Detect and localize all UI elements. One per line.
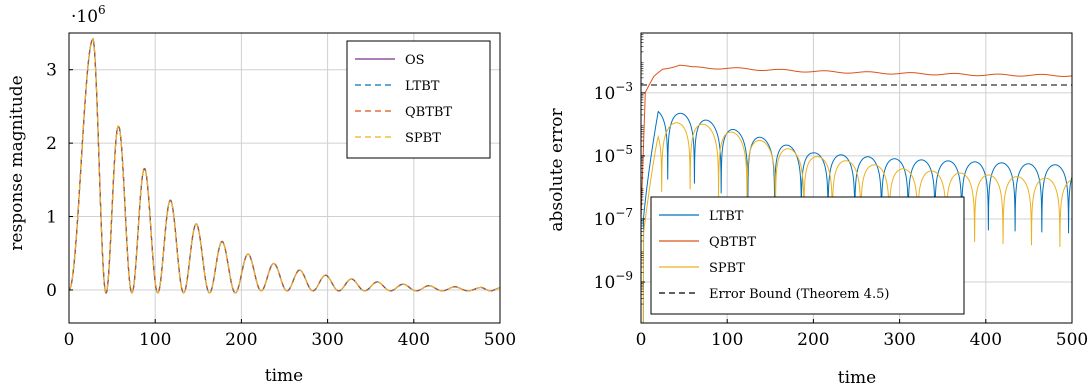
- right-legend-label: LTBT: [709, 209, 744, 224]
- right-x-tick-label: 100: [711, 330, 743, 350]
- right-series-ltbt: [642, 110, 1072, 323]
- left-x-tick-label: 100: [139, 330, 171, 350]
- right-y-tick-label: 10−7: [594, 206, 633, 230]
- left-xlabel: time: [265, 366, 303, 386]
- right-legend: LTBT QBTBT SPBT Error Bound (Theorem 4.5): [650, 196, 965, 315]
- right-legend-label: SPBT: [709, 261, 745, 276]
- right-ylabel: absolute error: [547, 107, 567, 231]
- right-legend-label: QBTBT: [709, 235, 756, 250]
- left-ylabel: response magnitude: [7, 75, 27, 250]
- left-series: [68, 38, 501, 294]
- left-legend-label: QBTBT: [405, 105, 452, 120]
- left-x-tick-label: 400: [398, 330, 430, 350]
- left-legend-label: LTBT: [405, 79, 440, 94]
- left-x-tick-label: 300: [311, 330, 343, 350]
- left-x-tick-label: 200: [225, 330, 257, 350]
- left-legend-label: SPBT: [405, 131, 441, 146]
- left-y-tick-label: 3: [46, 61, 57, 81]
- right-x-tick-label: 300: [883, 330, 915, 350]
- left-y-tick-label: 2: [46, 134, 57, 154]
- right-y-tick-label: 10−5: [594, 143, 633, 167]
- right-series: [641, 64, 1072, 323]
- right-legend-box: [650, 196, 965, 315]
- left-x-tick-label: 0: [64, 330, 75, 350]
- left-y-tick-label: 1: [46, 208, 57, 228]
- right-xlabel: time: [838, 368, 876, 388]
- left-chart: 0 100 200 300 400 500 0 1 2 3 ·106 time response …: [7, 3, 516, 386]
- right-legend-label: Error Bound (Theorem 4.5): [709, 287, 889, 302]
- left-scale-exp: 6: [98, 3, 106, 17]
- right-y-tick-label: 10−9: [594, 269, 633, 293]
- right-chart: 0 100 200 300 400 500 10−3 10−5 10−7 10−9 time ab…: [547, 32, 1088, 388]
- right-series-spbt: [642, 122, 1072, 323]
- left-ticks: 0 100 200 300 400 500 0 1 2 3: [46, 61, 516, 350]
- right-x-tick-label: 0: [636, 330, 647, 350]
- left-legend-label: OS: [405, 53, 425, 68]
- right-ticks: 0 100 200 300 400 500 10−3 10−5 10−7 10−9: [594, 34, 1088, 350]
- left-scale-label: ·106: [71, 3, 106, 27]
- left-y-tick-label: 0: [46, 281, 57, 301]
- left-x-tick-label: 500: [484, 330, 516, 350]
- right-series-qbtbt: [641, 64, 1072, 219]
- right-x-tick-label: 400: [970, 330, 1002, 350]
- left-legend: OS LTBT QBTBT SPBT: [346, 40, 491, 159]
- right-y-tick-label: 10−3: [594, 80, 633, 104]
- right-x-tick-label: 200: [797, 330, 829, 350]
- left-scale-base: ·10: [71, 7, 98, 27]
- left-plot-frame: [68, 32, 501, 324]
- left-series-spbt: [68, 38, 501, 294]
- right-x-tick-label: 500: [1056, 330, 1088, 350]
- left-legend-box: [346, 40, 491, 159]
